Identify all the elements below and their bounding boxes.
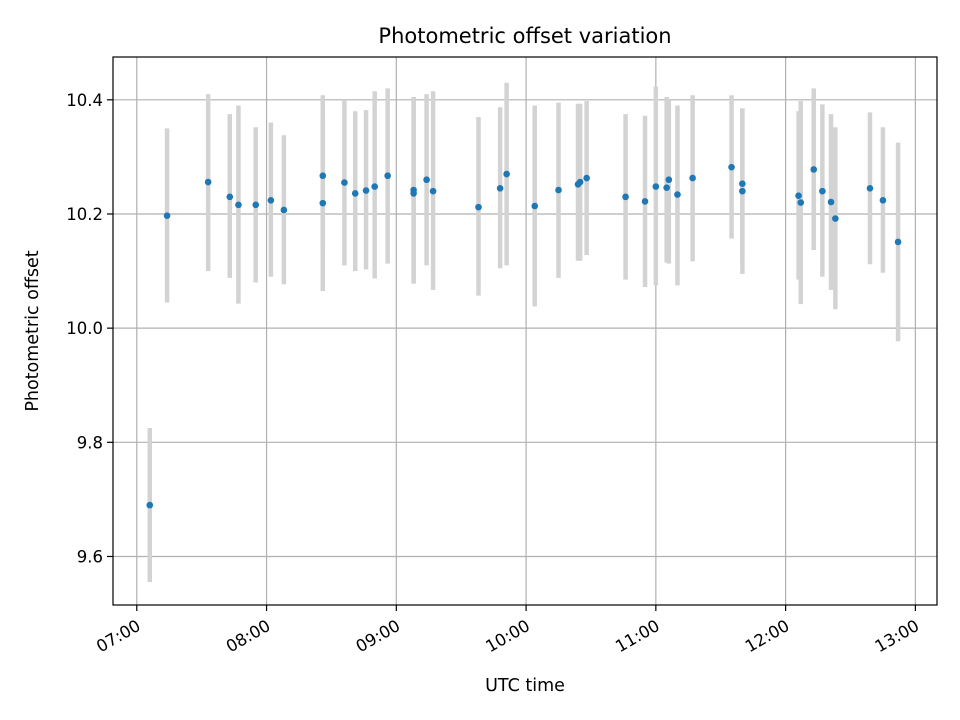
data-point <box>267 196 275 204</box>
data-point <box>362 187 370 194</box>
y-axis-ticks: 9.6 9.8 10.0 10.2 10.4 <box>66 91 113 566</box>
data-point <box>496 184 504 192</box>
x-tick-label: 13:00 <box>872 616 923 656</box>
data-point <box>503 170 510 178</box>
data-point <box>819 187 826 195</box>
y-tick-label: 9.8 <box>77 433 103 452</box>
x-axis-title: UTC time <box>485 676 565 696</box>
data-point <box>319 172 327 180</box>
data-point <box>583 174 590 182</box>
data-point <box>689 174 696 182</box>
data-point <box>531 202 539 210</box>
data-point <box>371 183 378 190</box>
data-point <box>226 193 234 201</box>
x-tick-label: 11:00 <box>612 616 663 656</box>
data-point <box>674 191 681 198</box>
data-point <box>280 206 288 214</box>
data-point <box>652 183 660 190</box>
data-point <box>351 190 359 197</box>
data-markers <box>146 163 902 509</box>
data-point <box>739 180 746 188</box>
y-tick-label: 9.6 <box>77 547 103 566</box>
data-point <box>797 199 805 206</box>
data-point <box>641 198 649 205</box>
x-tick-label: 08:00 <box>223 616 274 656</box>
y-tick-label: 10.4 <box>66 91 103 110</box>
y-axis-title: Photometric offset <box>23 250 43 411</box>
data-point <box>341 179 348 186</box>
data-point <box>879 196 887 204</box>
y-tick-label: 10.2 <box>66 205 103 224</box>
x-tick-label: 10:00 <box>482 616 533 656</box>
data-point <box>866 184 874 192</box>
plot-frame <box>112 56 938 606</box>
data-point <box>475 203 482 211</box>
grid-lines <box>113 57 937 605</box>
data-point <box>204 178 212 186</box>
data-point <box>252 201 260 209</box>
x-tick-label: 12:00 <box>742 616 793 656</box>
data-point <box>423 176 430 184</box>
data-point <box>163 212 171 219</box>
x-tick-label: 09:00 <box>353 616 404 656</box>
data-point <box>146 501 154 509</box>
data-point <box>429 187 437 195</box>
data-point <box>319 199 327 207</box>
x-axis-ticks: 07:00 08:00 09:00 10:00 11:00 12:00 13:00 <box>93 605 922 656</box>
data-point <box>832 215 839 222</box>
data-point <box>384 172 391 180</box>
data-point <box>739 187 746 195</box>
data-point <box>555 186 562 194</box>
data-point <box>728 163 735 171</box>
data-point <box>622 193 629 201</box>
data-point <box>810 166 818 173</box>
y-tick-label: 10.0 <box>66 319 103 338</box>
data-point <box>410 190 417 197</box>
chart-title: Photometric offset variation <box>378 24 671 48</box>
data-point <box>827 198 835 206</box>
data-point <box>235 201 242 209</box>
x-tick-label: 07:00 <box>93 616 144 656</box>
data-point <box>576 178 584 186</box>
data-point <box>894 238 902 246</box>
data-point <box>665 176 673 184</box>
data-point <box>795 192 802 200</box>
data-point <box>663 184 670 192</box>
